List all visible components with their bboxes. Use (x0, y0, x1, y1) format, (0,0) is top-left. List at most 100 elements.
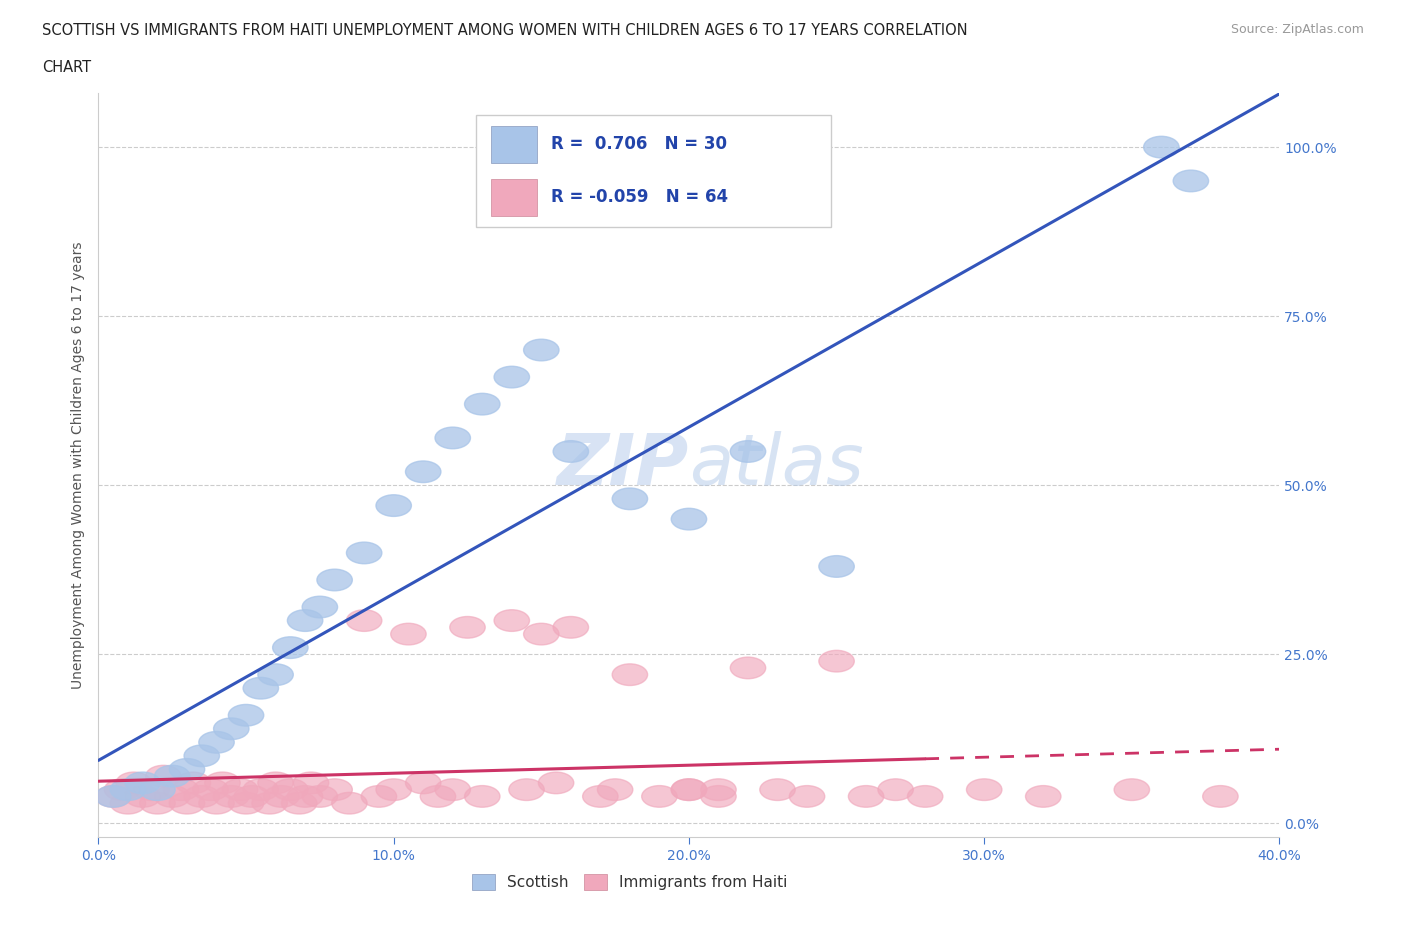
Ellipse shape (96, 786, 131, 807)
Ellipse shape (553, 617, 589, 638)
Ellipse shape (641, 786, 678, 807)
Ellipse shape (193, 778, 228, 801)
Ellipse shape (671, 778, 707, 801)
Ellipse shape (134, 778, 169, 801)
Ellipse shape (966, 778, 1002, 801)
Ellipse shape (450, 617, 485, 638)
Ellipse shape (205, 772, 240, 793)
Ellipse shape (375, 495, 412, 516)
Text: CHART: CHART (42, 60, 91, 75)
Ellipse shape (818, 555, 855, 578)
Ellipse shape (273, 637, 308, 658)
Ellipse shape (214, 786, 249, 807)
Ellipse shape (420, 786, 456, 807)
Ellipse shape (96, 786, 131, 807)
Ellipse shape (146, 765, 181, 787)
Ellipse shape (257, 664, 294, 685)
Ellipse shape (759, 778, 796, 801)
Ellipse shape (294, 772, 329, 793)
Ellipse shape (287, 786, 323, 807)
Ellipse shape (612, 488, 648, 510)
Ellipse shape (316, 569, 353, 591)
Ellipse shape (730, 658, 766, 679)
Text: atlas: atlas (689, 431, 863, 499)
Ellipse shape (257, 772, 294, 793)
Ellipse shape (155, 765, 190, 787)
Ellipse shape (155, 786, 190, 807)
Ellipse shape (287, 610, 323, 631)
Ellipse shape (538, 772, 574, 793)
Ellipse shape (198, 792, 235, 814)
Ellipse shape (214, 718, 249, 739)
Ellipse shape (848, 786, 884, 807)
Ellipse shape (375, 778, 412, 801)
Ellipse shape (110, 778, 146, 801)
Ellipse shape (553, 441, 589, 462)
Ellipse shape (235, 786, 270, 807)
Ellipse shape (222, 778, 257, 801)
Text: ZIP: ZIP (557, 431, 689, 499)
Ellipse shape (264, 786, 299, 807)
Ellipse shape (818, 650, 855, 672)
Ellipse shape (612, 664, 648, 685)
Ellipse shape (302, 596, 337, 618)
Ellipse shape (523, 623, 560, 644)
Ellipse shape (361, 786, 396, 807)
Ellipse shape (671, 778, 707, 801)
Ellipse shape (671, 509, 707, 530)
Ellipse shape (302, 786, 337, 807)
Ellipse shape (464, 393, 501, 415)
Ellipse shape (494, 366, 530, 388)
Text: SCOTTISH VS IMMIGRANTS FROM HAITI UNEMPLOYMENT AMONG WOMEN WITH CHILDREN AGES 6 : SCOTTISH VS IMMIGRANTS FROM HAITI UNEMPL… (42, 23, 967, 38)
Ellipse shape (198, 732, 235, 753)
Ellipse shape (163, 778, 198, 801)
Ellipse shape (464, 786, 501, 807)
Ellipse shape (1143, 137, 1180, 158)
Ellipse shape (598, 778, 633, 801)
Ellipse shape (1173, 170, 1209, 192)
Legend: Scottish, Immigrants from Haiti: Scottish, Immigrants from Haiti (465, 868, 794, 897)
Ellipse shape (228, 704, 264, 726)
Ellipse shape (346, 542, 382, 564)
Ellipse shape (700, 786, 737, 807)
Ellipse shape (117, 772, 152, 793)
Ellipse shape (434, 778, 471, 801)
Ellipse shape (523, 339, 560, 361)
Ellipse shape (125, 786, 160, 807)
Ellipse shape (104, 778, 139, 801)
Ellipse shape (110, 792, 146, 814)
Ellipse shape (252, 792, 287, 814)
Ellipse shape (176, 772, 211, 793)
Ellipse shape (582, 786, 619, 807)
Ellipse shape (228, 792, 264, 814)
Ellipse shape (316, 778, 353, 801)
Text: Source: ZipAtlas.com: Source: ZipAtlas.com (1230, 23, 1364, 36)
Ellipse shape (434, 427, 471, 449)
Ellipse shape (405, 461, 441, 483)
Ellipse shape (273, 778, 308, 801)
Ellipse shape (169, 792, 205, 814)
Ellipse shape (509, 778, 544, 801)
Ellipse shape (346, 610, 382, 631)
Ellipse shape (125, 772, 160, 793)
Ellipse shape (405, 772, 441, 793)
Ellipse shape (184, 786, 219, 807)
Ellipse shape (877, 778, 914, 801)
Ellipse shape (332, 792, 367, 814)
Ellipse shape (700, 778, 737, 801)
Ellipse shape (169, 759, 205, 780)
Ellipse shape (281, 792, 316, 814)
Ellipse shape (139, 792, 176, 814)
Ellipse shape (789, 786, 825, 807)
Ellipse shape (1114, 778, 1150, 801)
Ellipse shape (1025, 786, 1062, 807)
Ellipse shape (907, 786, 943, 807)
Ellipse shape (730, 441, 766, 462)
Y-axis label: Unemployment Among Women with Children Ages 6 to 17 years: Unemployment Among Women with Children A… (70, 241, 84, 689)
Ellipse shape (1202, 786, 1239, 807)
Ellipse shape (391, 623, 426, 644)
Ellipse shape (184, 745, 219, 766)
Ellipse shape (494, 610, 530, 631)
Ellipse shape (243, 677, 278, 699)
Ellipse shape (243, 778, 278, 801)
